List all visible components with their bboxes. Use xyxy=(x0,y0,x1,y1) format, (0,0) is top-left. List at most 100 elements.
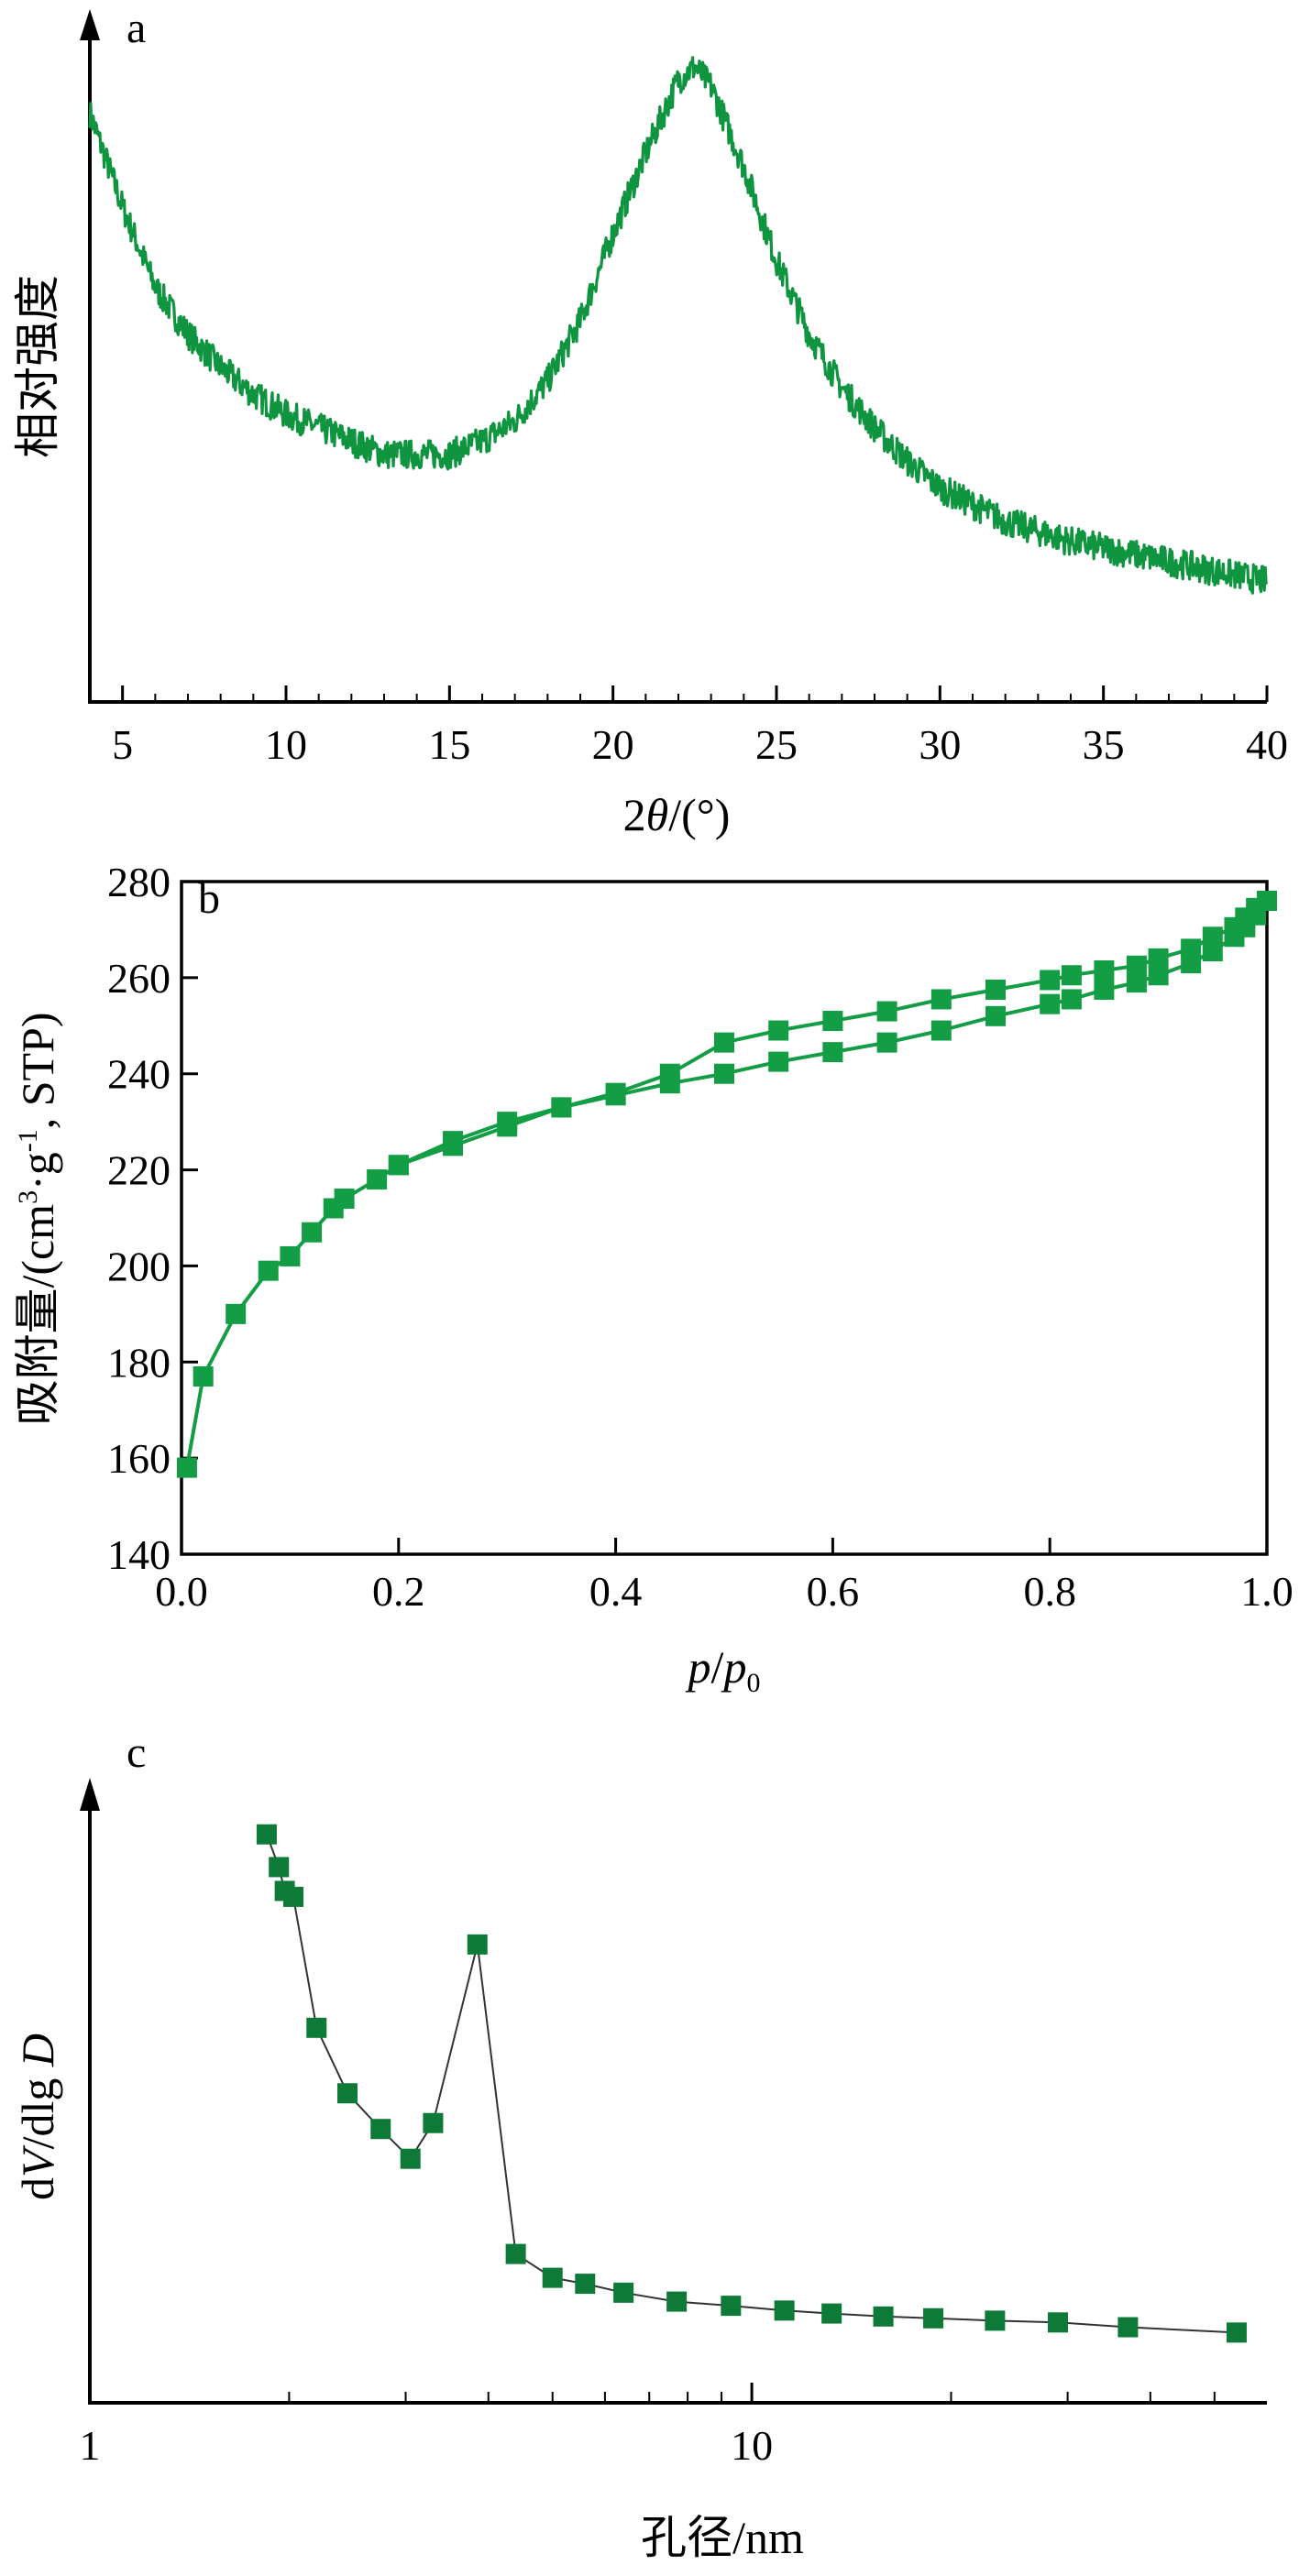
panel-b-data-point xyxy=(605,1082,626,1103)
panel-c-series-line xyxy=(265,1834,1238,2334)
panel-c-data-point xyxy=(256,1824,277,1845)
panel-c-data-point xyxy=(306,2017,327,2038)
panel-b-data-point xyxy=(714,1032,734,1053)
panel-a-x-tick-label: 25 xyxy=(755,721,798,768)
panel-c-data-point xyxy=(337,2083,358,2104)
panel-b-series-line-2 xyxy=(397,899,1269,1167)
panel-b-data-point xyxy=(659,1063,680,1084)
panel-b-y-tick-label: 240 xyxy=(107,1051,171,1098)
panel-b-y-tick-label: 280 xyxy=(107,859,171,905)
panel-b-data-point xyxy=(1181,938,1202,959)
panel-b-data-point xyxy=(334,1189,355,1210)
panel-a-x-tick-label: 10 xyxy=(265,721,307,768)
panel-b-data-point xyxy=(226,1303,247,1324)
panel-a-xrd-line xyxy=(88,56,1269,595)
panel-c-y-axis-arrow xyxy=(80,1778,100,1811)
panel-b-data-point xyxy=(258,1260,279,1281)
panel-a-x-tick-label: 15 xyxy=(428,721,470,768)
panel-c-data-point xyxy=(923,2307,944,2329)
panel-b-data-point xyxy=(1148,948,1169,969)
panel-a-x-title: 2θ/(°) xyxy=(623,789,731,840)
panel-c-pore-distribution-chart: 1 10 c 孔径/nm dV/dlg D xyxy=(12,1728,1267,2563)
panel-b-data-point xyxy=(714,1063,734,1084)
panel-a-x-tick-label: 35 xyxy=(1083,721,1125,768)
panel-c-data-point xyxy=(423,2112,444,2133)
panel-b-data-point xyxy=(876,1032,897,1053)
panel-b-data-point xyxy=(1224,916,1245,937)
panel-a-y-title: 相对强度 xyxy=(12,275,63,458)
panel-b-x-tick-label: 0.0 xyxy=(155,1568,208,1615)
panel-b-data-point xyxy=(1126,972,1147,993)
panel-b-data-point xyxy=(930,1020,952,1041)
panel-b-data-point xyxy=(822,1042,843,1063)
panel-c-data-point xyxy=(283,1886,304,1907)
panel-b-data-point xyxy=(1040,993,1061,1014)
panel-c-data-point xyxy=(821,2303,842,2324)
panel-b-y-tick-label: 260 xyxy=(107,955,171,1002)
panel-a-x-tick-label: 30 xyxy=(919,721,961,768)
panel-b-data-point xyxy=(822,1011,843,1032)
panel-c-data-point xyxy=(985,2310,1006,2331)
panel-c-series xyxy=(256,1824,1247,2343)
panel-b-data-point xyxy=(1094,979,1115,1000)
panel-b-y-title: 吸附量/(cm3·g-1, STP) xyxy=(12,1012,63,1425)
panel-c-letter: c xyxy=(127,1728,146,1777)
panel-c-data-point xyxy=(575,2274,596,2295)
panel-b-data-point xyxy=(985,979,1006,1000)
panel-b-data-point xyxy=(367,1169,388,1190)
panel-b-data-point xyxy=(930,989,952,1010)
panel-c-x-tick-label: 1 xyxy=(80,2422,101,2469)
panel-c-data-point xyxy=(269,1857,290,1878)
panel-b-data-point xyxy=(193,1366,214,1387)
panel-c-ticks: 1 10 xyxy=(80,2383,1216,2469)
panel-c-data-point xyxy=(400,2148,421,2169)
panel-b-x-title: p/p0 xyxy=(686,1641,761,1698)
panel-b-letter: b xyxy=(198,874,220,923)
panel-a-x-tick-label: 20 xyxy=(592,721,634,768)
panel-b-data-point xyxy=(176,1457,197,1478)
panel-a-y-axis-arrow xyxy=(80,9,100,40)
panel-b-data-point xyxy=(443,1131,463,1152)
panel-c-x-tick-label: 10 xyxy=(731,2422,773,2469)
panel-c-data-point xyxy=(613,2282,634,2303)
panel-a-x-ticks: 5 10 15 20 25 30 35 40 xyxy=(112,685,1288,768)
panel-a-x-tick-label: 40 xyxy=(1246,721,1288,768)
panel-c-data-point xyxy=(721,2296,742,2317)
panel-c-data-point xyxy=(467,1934,488,1955)
panel-b-frame xyxy=(180,880,1269,1556)
panel-b-data-point xyxy=(551,1097,572,1118)
panel-b-data-point xyxy=(497,1112,518,1133)
panel-b-series xyxy=(176,890,1277,1478)
panel-a-letter: a xyxy=(127,4,146,52)
panel-b-data-point xyxy=(1126,955,1147,976)
panel-c-data-point xyxy=(1047,2312,1068,2333)
panel-b-data-point xyxy=(768,1051,789,1072)
panel-c-data-point xyxy=(1226,2322,1247,2343)
panel-b-data-point xyxy=(388,1155,409,1176)
panel-c-y-title: dV/dlg D xyxy=(12,2033,63,2200)
panel-b-data-point xyxy=(1061,989,1082,1010)
panel-b-x-tick-label: 0.6 xyxy=(807,1568,860,1615)
panel-b-isotherm-chart: 0.0 0.2 0.4 0.6 0.8 1.0 140 160 180 200 220 240 260 2… xyxy=(12,859,1293,1698)
panel-c-data-point xyxy=(505,2243,526,2264)
panel-b-x-tick-label: 0.8 xyxy=(1023,1568,1076,1615)
panel-b-data-point xyxy=(985,1005,1006,1026)
panel-a-xrd-chart: 5 10 15 20 25 30 35 40 a 2θ/(°) 相对强度 xyxy=(12,4,1288,840)
panel-b-y-tick-label: 220 xyxy=(107,1147,171,1194)
panel-b-data-point xyxy=(1202,926,1223,948)
panel-b-data-point xyxy=(1094,959,1115,981)
panel-b-y-tick-label: 160 xyxy=(107,1435,171,1482)
panel-b-data-point xyxy=(1148,965,1169,986)
panel-b-y-tick-label: 180 xyxy=(107,1339,171,1386)
panel-c-data-point xyxy=(774,2300,795,2321)
panel-b-y-tick-label: 140 xyxy=(107,1531,171,1578)
panel-a-x-tick-label: 5 xyxy=(112,721,133,768)
panel-b-y-tick-label: 200 xyxy=(107,1243,171,1289)
panel-b-data-point xyxy=(876,1001,897,1022)
panel-b-x-tick-label: 0.2 xyxy=(372,1568,425,1615)
panel-c-data-point xyxy=(666,2291,688,2312)
panel-b-x-tick-label: 0.4 xyxy=(589,1568,643,1615)
panel-c-data-point xyxy=(1117,2317,1139,2338)
panel-c-data-point xyxy=(873,2306,894,2327)
